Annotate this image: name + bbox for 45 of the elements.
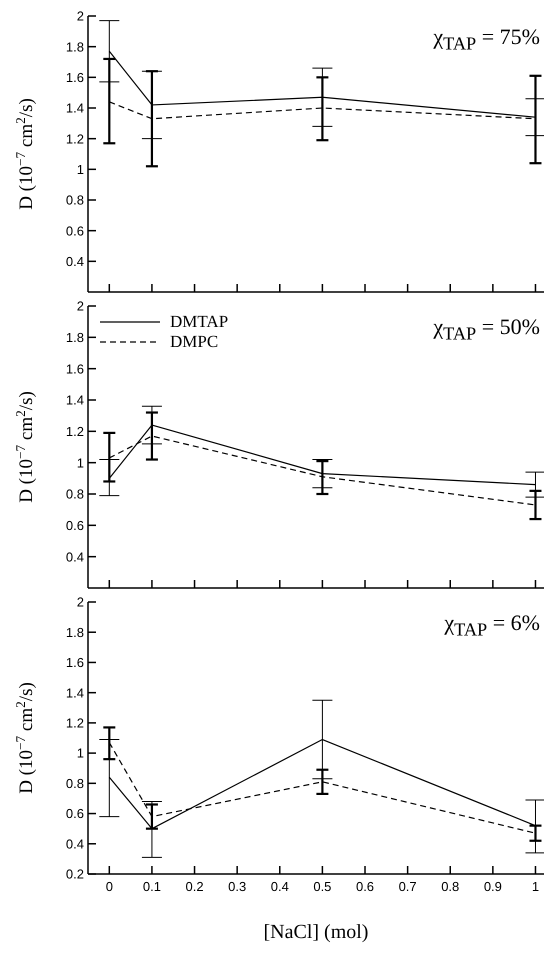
x-tick-label: 0.6 — [356, 879, 374, 894]
y-tick-label: 1.6 — [66, 361, 84, 376]
y-tick-label: 0.6 — [66, 518, 84, 533]
y-tick-label: 0.8 — [66, 776, 84, 791]
annotation: χ$_{TAP}$ = 75% — [433, 24, 540, 54]
legend-label: DMTAP — [170, 312, 228, 332]
y-tick-label: 1.8 — [66, 330, 84, 345]
x-tick-label: 0.5 — [313, 879, 332, 894]
y-tick-label: 1.4 — [66, 392, 84, 408]
y-tick-label: 1.2 — [66, 424, 84, 439]
y-tick-label: 0.4 — [66, 549, 84, 564]
y-tick-label: 0.4 — [66, 836, 84, 852]
y-tick-label: 1.2 — [66, 716, 84, 731]
x-axis-title: [NaCl] (mol) — [264, 921, 368, 943]
y-tick-label: 1.2 — [66, 131, 84, 146]
y-tick-label: 2 — [76, 594, 84, 610]
y-tick-label: 0.4 — [66, 254, 84, 269]
x-tick-label: 1 — [532, 879, 540, 894]
y-tick-label: 0.6 — [66, 806, 84, 822]
legend-label: DMPC — [170, 332, 218, 352]
y-tick-label: 1.4 — [66, 100, 84, 116]
y-tick-label: 1.4 — [66, 685, 84, 700]
x-tick-label: 0 — [106, 879, 113, 894]
y-tick-label: 0.8 — [66, 486, 84, 502]
annotation: χ$_{TAP}$ = 6% — [444, 610, 540, 640]
x-tick-label: 0.8 — [441, 879, 460, 894]
y-tick-label: 1.8 — [66, 624, 84, 640]
y-tick-label: 1.6 — [66, 655, 84, 670]
y-tick-label: 0.6 — [66, 223, 84, 238]
y-tick-label: 1.8 — [66, 39, 84, 54]
annotation: χ$_{TAP}$ = 50% — [433, 314, 540, 344]
x-tick-label: 0.1 — [142, 879, 161, 894]
x-tick-label: 0.4 — [270, 879, 289, 894]
x-tick-label: 0.2 — [186, 879, 204, 894]
x-tick-label: 0.7 — [398, 879, 417, 894]
y-tick-label: 2 — [76, 298, 84, 314]
x-tick-label: 0.9 — [484, 879, 502, 894]
y-tick-label: 1 — [76, 746, 84, 761]
y-tick-label: 1 — [76, 455, 84, 470]
y-tick-label: 0.8 — [66, 192, 84, 208]
y-tick-label: 2 — [76, 8, 84, 24]
y-tick-label: 1.6 — [66, 70, 84, 85]
x-tick-label: 0.3 — [228, 879, 246, 894]
y-tick-label: 1 — [76, 162, 84, 177]
y-tick-label: 0.2 — [66, 866, 84, 882]
